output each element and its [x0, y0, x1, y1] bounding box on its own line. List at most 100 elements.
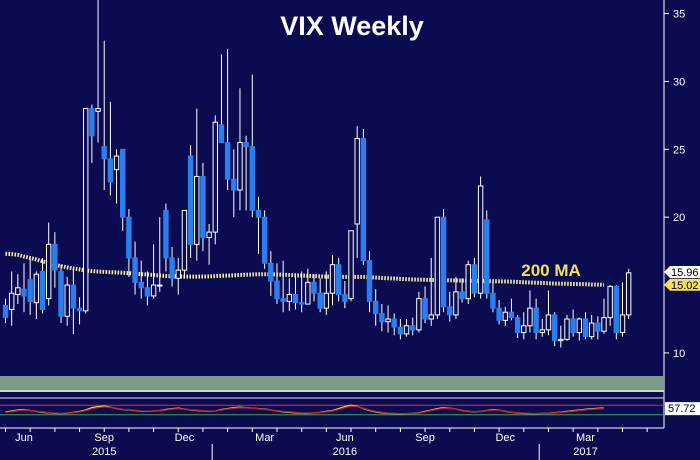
candle	[286, 278, 293, 311]
candle-body-up	[15, 287, 21, 296]
candle	[329, 255, 336, 306]
candle	[144, 271, 151, 306]
candle-body-up	[403, 325, 410, 335]
candle	[255, 196, 262, 254]
candle	[218, 54, 225, 144]
candle	[292, 275, 299, 310]
candle	[298, 271, 305, 313]
candle-body-down	[360, 137, 367, 262]
candle	[533, 298, 539, 340]
candle	[601, 298, 607, 334]
candle	[558, 325, 564, 348]
candle-body-down	[613, 285, 620, 334]
candle	[539, 318, 545, 337]
candle	[484, 210, 490, 299]
tag-box	[664, 266, 700, 279]
candle	[595, 316, 601, 340]
tag-value: 15.02	[671, 280, 699, 292]
candle	[385, 305, 391, 333]
candle-body-up	[157, 284, 163, 287]
candle	[619, 282, 626, 337]
candle	[496, 299, 502, 325]
candle	[416, 291, 422, 333]
candle	[70, 268, 77, 334]
x-month-label: Mar	[255, 432, 274, 444]
candle	[471, 257, 478, 298]
candle-body-down	[317, 292, 323, 309]
candle-body-down	[200, 175, 206, 239]
candle-body-down	[366, 260, 373, 302]
candle-body-down	[410, 325, 416, 331]
candle-body-down	[391, 318, 397, 328]
candle-body-up	[95, 108, 101, 112]
candle-body-down	[459, 291, 465, 300]
candle	[397, 318, 404, 340]
candle	[459, 278, 465, 303]
candle	[268, 251, 274, 296]
candle-body-down	[311, 281, 317, 294]
candle-body-up	[329, 264, 336, 294]
candle	[95, 0, 101, 143]
candle	[527, 290, 533, 333]
candle-body-down	[422, 298, 428, 320]
candle-body-up	[453, 291, 459, 316]
x-month-label: Jun	[336, 432, 354, 444]
ma-200-layer	[5, 251, 605, 287]
x-month-label: Jun	[15, 432, 33, 444]
candle-body-down	[187, 155, 194, 245]
candle-body-down	[132, 257, 138, 283]
candle-body-up	[434, 216, 441, 316]
candle	[194, 108, 200, 261]
candle	[373, 289, 379, 326]
candle	[280, 260, 286, 313]
indicator-panel: 57.72	[0, 376, 700, 416]
candle	[335, 257, 342, 302]
candle	[360, 128, 367, 265]
candle	[113, 149, 120, 204]
candle	[434, 216, 441, 319]
candle	[453, 276, 459, 319]
candle	[490, 282, 496, 313]
candle-body-up	[113, 155, 120, 171]
candle-body-down	[280, 298, 286, 302]
candle-body-down	[39, 270, 46, 310]
candle	[410, 317, 416, 336]
candle	[342, 280, 348, 309]
candle-body-down	[379, 313, 385, 323]
candle-body-down	[490, 292, 496, 309]
indicator-line-b	[5, 405, 605, 415]
candle-body-down	[335, 264, 342, 296]
candle	[27, 257, 33, 315]
candle-body-down	[107, 158, 114, 183]
candle-body-down	[169, 257, 175, 279]
candle	[570, 309, 576, 337]
candle-body-down	[514, 317, 521, 334]
candle-body-up	[237, 142, 243, 191]
y-tick-label: 30	[673, 76, 685, 88]
candle	[379, 304, 385, 332]
candle	[305, 268, 311, 305]
candle-body-up	[194, 175, 200, 245]
candle-body-up	[33, 273, 40, 304]
candle-body-up	[539, 329, 545, 334]
candle	[582, 312, 589, 340]
indicator-value-box	[665, 402, 700, 416]
candle	[243, 135, 249, 211]
candle-body-up	[521, 325, 527, 334]
candle-body-up	[354, 137, 360, 225]
y-tick-label: 20	[673, 212, 685, 224]
candle-body-down	[126, 216, 132, 259]
candle-body-down	[224, 142, 231, 180]
candle	[138, 260, 144, 299]
candle-body-up	[305, 281, 311, 305]
candle	[261, 210, 268, 269]
candle-body-up	[348, 230, 354, 300]
candle	[551, 312, 558, 347]
candle	[613, 285, 620, 340]
candle-body-up	[286, 294, 293, 302]
candle-body-up	[8, 292, 15, 310]
candle-body-up	[45, 243, 52, 300]
candle-body-up	[150, 284, 157, 297]
candle-body-up	[385, 318, 391, 323]
candle-body-up	[502, 311, 508, 321]
